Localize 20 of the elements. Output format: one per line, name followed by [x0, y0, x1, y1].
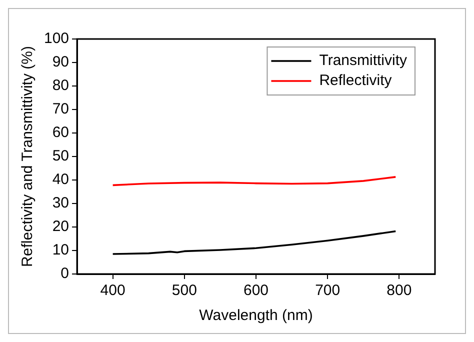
y-tick-label: 30: [52, 194, 70, 212]
legend-label: Reflectivity: [319, 72, 392, 90]
y-axis-title: Reflectivity and Transmittivity (%): [19, 46, 36, 267]
y-tick-label: 80: [52, 77, 70, 94]
y-tick-label: 10: [52, 242, 70, 259]
x-tick-label: 600: [244, 282, 269, 300]
y-tick-label: 60: [52, 124, 70, 142]
y-tick-label: 20: [52, 218, 70, 236]
x-tick-label: 500: [172, 282, 197, 300]
y-tick-label: 40: [52, 171, 70, 188]
x-axis-title: Wavelength (nm): [199, 307, 313, 324]
y-tick-label: 100: [44, 30, 70, 48]
x-tick-label: 800: [386, 282, 412, 300]
y-tick-label: 50: [52, 148, 70, 165]
y-tick-label: 90: [52, 54, 70, 71]
y-tick-label: 0: [60, 265, 70, 282]
x-tick-label: 700: [315, 282, 340, 300]
x-tick-label: 400: [100, 282, 126, 300]
y-tick-label: 70: [52, 100, 70, 118]
legend-label: Transmittivity: [319, 52, 408, 70]
